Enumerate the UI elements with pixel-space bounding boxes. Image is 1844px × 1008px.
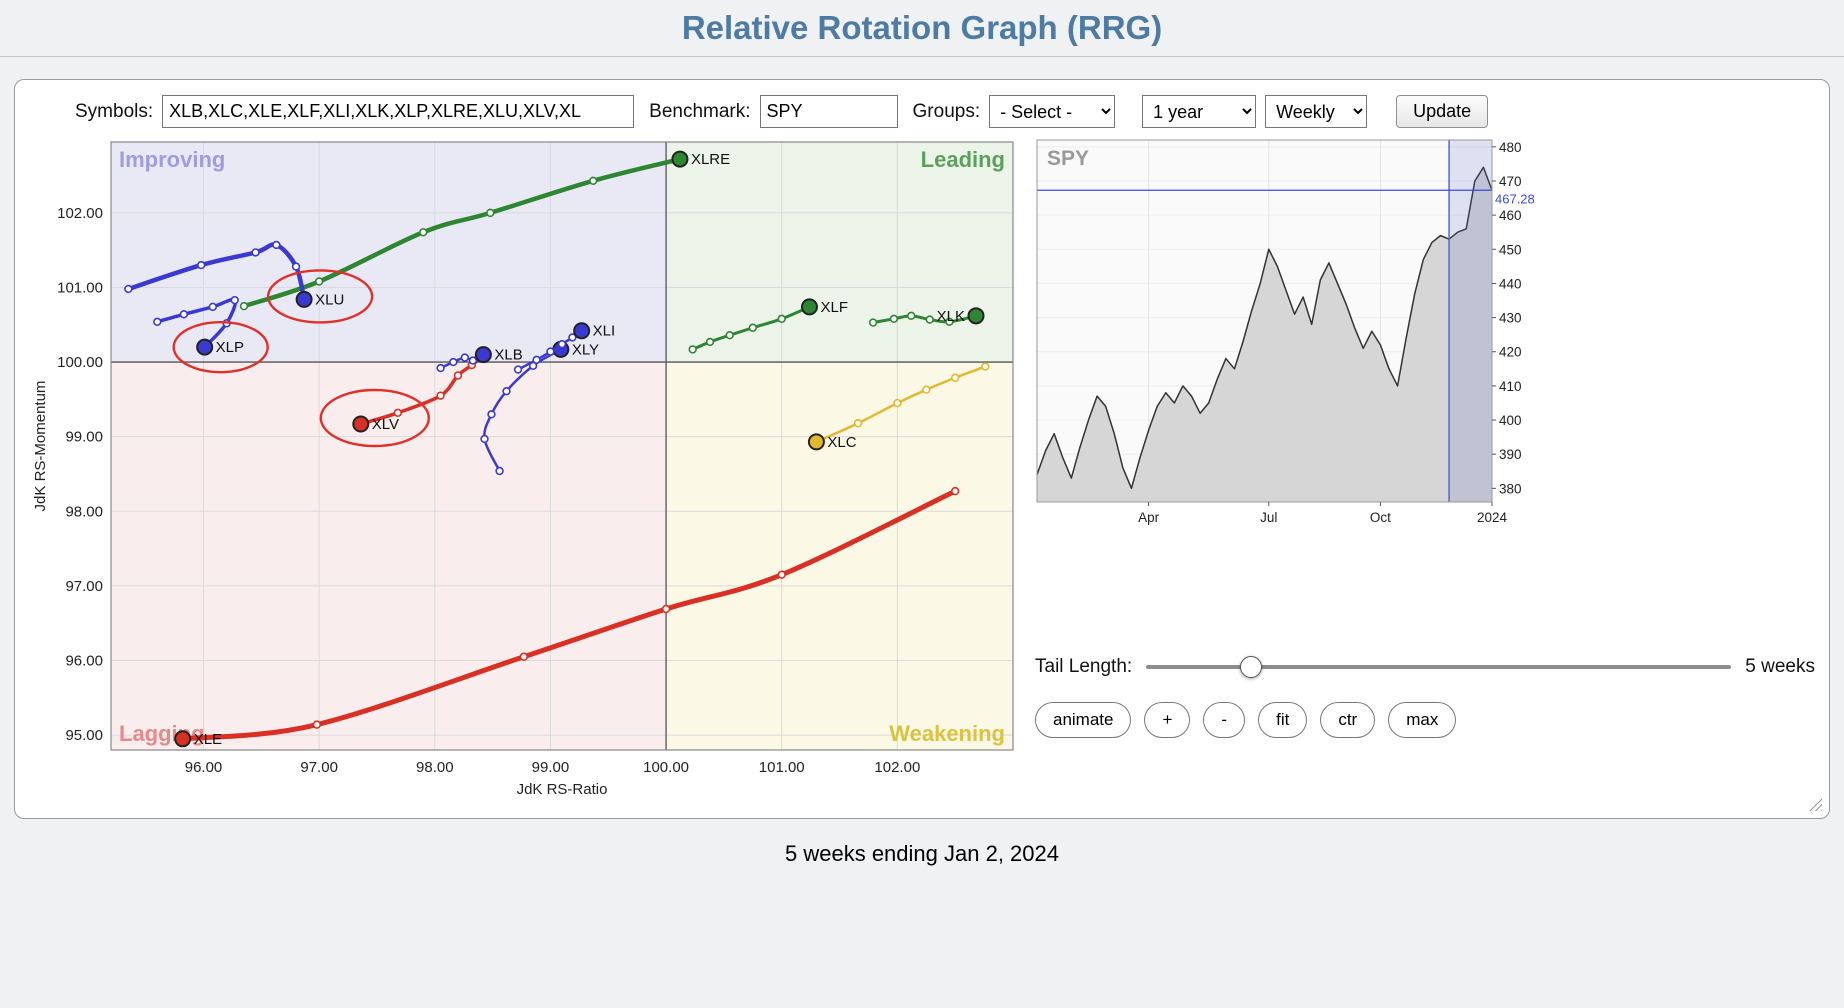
- tail-highlight-band: [1449, 140, 1492, 502]
- svg-text:100.00: 100.00: [643, 759, 689, 776]
- svg-text:101.00: 101.00: [57, 279, 103, 296]
- rrg-label-XLI: XLI: [593, 323, 616, 340]
- rrg-dot-XLP[interactable]: [196, 338, 214, 356]
- rrg-label-XLV: XLV: [372, 416, 399, 433]
- svg-text:97.00: 97.00: [65, 578, 103, 595]
- highlight-ellipse-XLU: [266, 269, 374, 324]
- svg-text:Apr: Apr: [1138, 510, 1160, 525]
- svg-text:99.00: 99.00: [65, 429, 103, 446]
- svg-text:95.00: 95.00: [65, 727, 103, 744]
- controls-bar: Symbols: Benchmark: Groups: - Select - 1…: [29, 90, 1815, 132]
- last-price-label: 467.28: [1495, 191, 1535, 206]
- center-button[interactable]: ctr: [1320, 702, 1376, 738]
- groups-select[interactable]: - Select -: [989, 95, 1116, 128]
- spy-chart-title: SPY: [1047, 147, 1089, 170]
- symbols-label: Symbols:: [75, 100, 154, 122]
- svg-text:440: 440: [1499, 276, 1522, 291]
- rrg-dot-XLF[interactable]: [800, 298, 818, 316]
- svg-text:470: 470: [1499, 174, 1522, 189]
- svg-text:390: 390: [1499, 447, 1522, 462]
- rrg-label-XLU: XLU: [315, 291, 344, 308]
- svg-text:410: 410: [1499, 379, 1522, 394]
- svg-text:Jul: Jul: [1260, 510, 1277, 525]
- rrg-label-XLY: XLY: [572, 341, 599, 358]
- svg-text:480: 480: [1499, 140, 1522, 155]
- rrg-label-XLB: XLB: [494, 347, 522, 364]
- svg-text:96.00: 96.00: [185, 759, 223, 776]
- rrg-dot-XLU[interactable]: [295, 290, 313, 308]
- tail-length-label: Tail Length:: [1035, 656, 1133, 677]
- quadrant-label-improving: Improving: [119, 147, 225, 172]
- spy-line: [1036, 166, 1493, 490]
- rrg-label-XLRE: XLRE: [691, 151, 730, 168]
- svg-text:2024: 2024: [1477, 510, 1508, 525]
- tail-length-slider[interactable]: [1146, 665, 1732, 669]
- svg-text:420: 420: [1499, 345, 1522, 360]
- fit-button[interactable]: fit: [1258, 702, 1308, 738]
- svg-text:98.00: 98.00: [65, 503, 103, 520]
- x-axis-title: JdK RS-Ratio: [517, 781, 608, 798]
- svg-text:100.00: 100.00: [57, 354, 103, 371]
- svg-text:96.00: 96.00: [65, 652, 103, 669]
- svg-text:99.00: 99.00: [532, 759, 570, 776]
- right-column: 467.28 SPY 380 390 400 410 420 430 440 450 460 470 4…: [1019, 136, 1815, 808]
- zoom-out-button[interactable]: -: [1203, 702, 1246, 738]
- y-axis-title: JdK RS-Momentum: [32, 381, 49, 512]
- svg-text:460: 460: [1499, 208, 1522, 223]
- max-button[interactable]: max: [1388, 702, 1457, 738]
- rrg-tail-XLE: [180, 488, 958, 742]
- highlight-ellipse-XLP: [172, 320, 269, 374]
- chart-toolbar: animate + - fit ctr max: [1035, 702, 1815, 738]
- rrg-label-XLF: XLF: [820, 299, 848, 316]
- benchmark-input[interactable]: [759, 95, 898, 128]
- page-title: Relative Rotation Graph (RRG): [681, 9, 1163, 46]
- svg-text:450: 450: [1499, 242, 1522, 257]
- rrg-dot-XLK[interactable]: [967, 307, 985, 325]
- svg-text:101.00: 101.00: [759, 759, 805, 776]
- rrg-dot-XLC[interactable]: [807, 433, 825, 451]
- quadrant-label-weakening: Weakening: [889, 721, 1005, 746]
- svg-text:430: 430: [1499, 311, 1522, 326]
- tail-length-control: Tail Length: 5 weeks: [1035, 656, 1815, 678]
- rrg-label-XLK: XLK: [937, 308, 965, 325]
- benchmark-label: Benchmark:: [649, 100, 751, 122]
- spy-area: [1037, 167, 1492, 503]
- rrg-dot-XLE[interactable]: [174, 730, 192, 748]
- content-area: Improving Leading Lagging Weakening 96.00 97.…: [29, 136, 1815, 808]
- svg-text:400: 400: [1499, 413, 1522, 428]
- rrg-chart[interactable]: Improving Leading Lagging Weakening 96.00 97.…: [29, 136, 1019, 808]
- quadrant-label-leading: Leading: [921, 147, 1005, 172]
- rrg-dot-XLB[interactable]: [474, 346, 492, 364]
- svg-text:380: 380: [1499, 481, 1522, 496]
- rrg-label-XLP: XLP: [216, 339, 244, 356]
- rrg-dot-XLV[interactable]: [352, 415, 370, 433]
- svg-text:102.00: 102.00: [57, 205, 103, 222]
- period-select[interactable]: 1 year: [1142, 95, 1257, 128]
- svg-text:98.00: 98.00: [416, 759, 454, 776]
- benchmark-price-chart[interactable]: 467.28 SPY 380 390 400 410 420 430 440 450 460 470 4…: [1035, 136, 1540, 536]
- svg-text:102.00: 102.00: [874, 759, 920, 776]
- svg-text:97.00: 97.00: [300, 759, 338, 776]
- zoom-in-button[interactable]: +: [1144, 702, 1191, 738]
- svg-text:Oct: Oct: [1370, 510, 1391, 525]
- quadrant-label-lagging: Lagging: [119, 721, 205, 746]
- highlight-ellipse-XLV: [319, 388, 430, 448]
- rrg-dot-XLRE[interactable]: [671, 150, 689, 168]
- date-caption: 5 weeks ending Jan 2, 2024: [785, 841, 1059, 866]
- tail-length-value: 5 weeks: [1745, 656, 1815, 677]
- animate-button[interactable]: animate: [1035, 702, 1132, 738]
- interval-select[interactable]: Weekly: [1265, 95, 1368, 128]
- main-panel: Symbols: Benchmark: Groups: - Select - 1…: [14, 79, 1830, 819]
- groups-label: Groups:: [912, 100, 981, 122]
- rrg-dot-XLI[interactable]: [573, 322, 591, 340]
- symbols-input[interactable]: [162, 95, 635, 128]
- rrg-label-XLE: XLE: [194, 731, 222, 748]
- update-button[interactable]: Update: [1396, 95, 1489, 128]
- rrg-label-XLC: XLC: [827, 434, 856, 451]
- title-bar: Relative Rotation Graph (RRG): [0, 0, 1844, 57]
